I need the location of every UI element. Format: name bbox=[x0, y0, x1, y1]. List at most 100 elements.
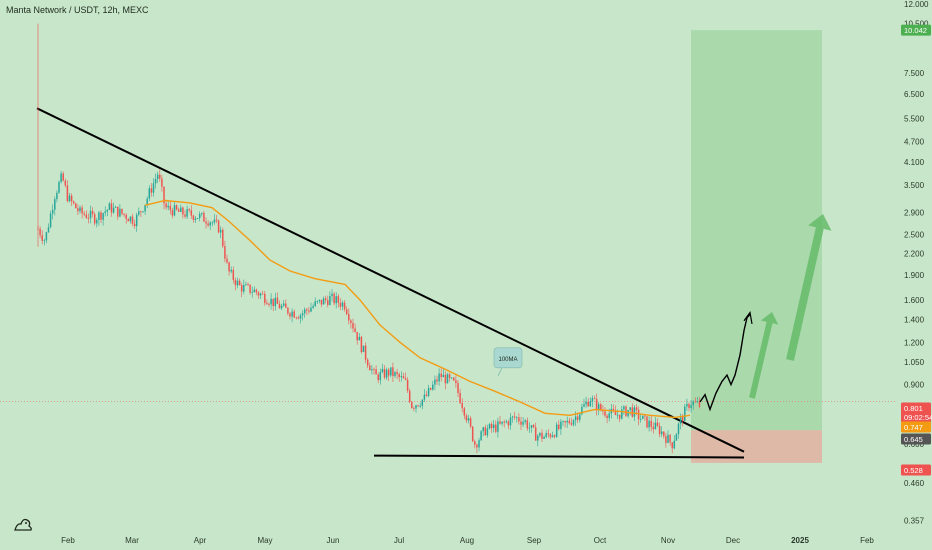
candle-body bbox=[606, 415, 608, 419]
candle-body bbox=[579, 414, 581, 420]
candle-body bbox=[356, 332, 358, 341]
candle-body bbox=[669, 434, 671, 443]
candle-body bbox=[333, 293, 335, 304]
y-tick-label: 4.700 bbox=[904, 138, 925, 147]
candle-body bbox=[364, 345, 367, 360]
candle-body bbox=[45, 232, 48, 241]
candle-body bbox=[100, 212, 102, 220]
candle-body bbox=[320, 299, 323, 305]
candle-body bbox=[602, 410, 604, 412]
candle-body bbox=[480, 431, 482, 441]
candle-body bbox=[528, 427, 531, 429]
candle-body bbox=[173, 205, 176, 216]
candle-body bbox=[163, 186, 165, 204]
candle-body bbox=[133, 223, 136, 227]
candle-body bbox=[425, 394, 428, 396]
candle-body bbox=[654, 422, 657, 430]
candle-body bbox=[476, 444, 478, 448]
y-tick-label: 4.100 bbox=[904, 158, 925, 167]
candle-body bbox=[91, 210, 94, 215]
candle-body bbox=[574, 416, 577, 421]
candle-body bbox=[96, 219, 98, 224]
candle-body bbox=[453, 377, 455, 381]
candle-body bbox=[366, 359, 369, 366]
candle-body bbox=[70, 195, 73, 202]
candle-body bbox=[495, 424, 497, 432]
candle-body bbox=[564, 421, 566, 423]
candle-body bbox=[169, 205, 172, 211]
candle-body bbox=[585, 401, 587, 405]
candle-body bbox=[251, 292, 253, 293]
y-tick-label: 1.050 bbox=[904, 358, 925, 367]
candle-body bbox=[47, 227, 50, 233]
candle-body bbox=[144, 204, 146, 212]
y-tick-label: 0.460 bbox=[904, 479, 925, 488]
candle-body bbox=[264, 293, 266, 303]
candles bbox=[37, 23, 701, 454]
candle-body bbox=[497, 421, 499, 432]
candle-body bbox=[623, 406, 625, 410]
candle-body bbox=[83, 213, 85, 215]
candle-body bbox=[177, 209, 180, 212]
candle-body bbox=[677, 423, 680, 435]
candle-body bbox=[684, 406, 686, 421]
candle-body bbox=[400, 376, 403, 378]
candle-body bbox=[639, 418, 642, 420]
candle-body bbox=[68, 195, 71, 202]
price-tag-label: 0.801 bbox=[904, 404, 923, 413]
axes: 12.000 10.500 7.500 6.500 5.500 4.700 4.100 3.5… bbox=[61, 0, 929, 545]
candle-body bbox=[398, 374, 400, 378]
candle-body bbox=[348, 313, 350, 321]
candle-body bbox=[446, 374, 449, 384]
candle-body bbox=[448, 374, 451, 378]
candle-body bbox=[411, 401, 413, 408]
candle-body bbox=[587, 401, 589, 407]
candle-body bbox=[58, 182, 60, 193]
candle-body bbox=[484, 427, 487, 436]
candle-body bbox=[295, 317, 298, 319]
candle-body bbox=[698, 401, 701, 407]
candle-body bbox=[135, 214, 138, 227]
candle-body bbox=[337, 296, 340, 303]
candle-body bbox=[421, 399, 424, 406]
candle-body bbox=[692, 401, 694, 406]
support-line bbox=[373, 454, 745, 459]
candle-body bbox=[77, 208, 79, 212]
candle-body bbox=[255, 289, 258, 293]
candle-body bbox=[486, 428, 489, 436]
candle-body bbox=[245, 284, 247, 286]
candle-body bbox=[329, 295, 331, 305]
x-tick-label: Mar bbox=[125, 536, 139, 545]
candle-body bbox=[209, 222, 211, 226]
candle-body bbox=[362, 345, 365, 353]
candle-body bbox=[377, 374, 379, 381]
candle-body bbox=[167, 205, 169, 208]
candle-body bbox=[667, 434, 669, 443]
projection-path bbox=[699, 314, 751, 412]
candle-body bbox=[240, 285, 243, 292]
candle-body bbox=[547, 433, 550, 435]
candle-body bbox=[138, 211, 140, 215]
candle-body bbox=[492, 424, 495, 429]
candle-body bbox=[461, 403, 463, 409]
candle-body bbox=[513, 416, 516, 418]
x-tick-label: Feb bbox=[61, 536, 75, 545]
candle-body bbox=[621, 409, 623, 419]
candle-body bbox=[270, 298, 272, 305]
candle-body bbox=[119, 208, 121, 217]
candle-body bbox=[423, 394, 426, 400]
candle-body bbox=[385, 369, 388, 378]
candle-body bbox=[379, 372, 382, 381]
candle-body bbox=[190, 210, 193, 216]
price-tag-box bbox=[901, 411, 931, 423]
candle-body bbox=[203, 212, 205, 222]
candle-body bbox=[56, 192, 58, 200]
x-tick-label: May bbox=[257, 536, 272, 545]
candle-body bbox=[106, 209, 109, 212]
candle-body bbox=[201, 212, 203, 215]
price-tag-label: 0.528 bbox=[904, 466, 923, 475]
candle-body bbox=[383, 368, 386, 378]
candle-body bbox=[272, 298, 274, 307]
candle-body bbox=[79, 207, 81, 212]
